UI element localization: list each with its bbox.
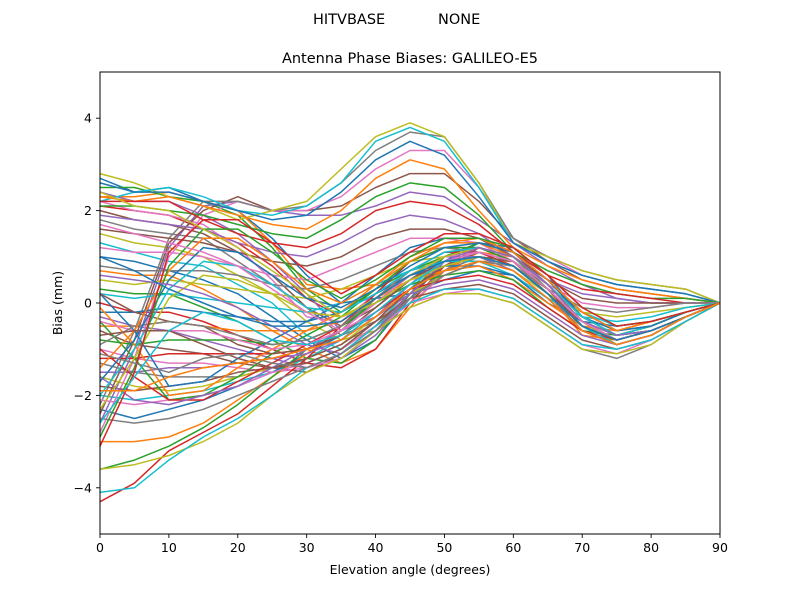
series-line-60: [99, 246, 721, 396]
series-line-62: [99, 237, 721, 369]
series-line-65: [99, 246, 721, 355]
y-axis-label: Bias (mm): [50, 271, 65, 335]
series-layer: [99, 122, 721, 503]
x-tick-label: 10: [161, 540, 177, 555]
series-line-17: [99, 260, 721, 374]
series-line-51: [99, 237, 721, 387]
x-tick-label: 90: [712, 540, 728, 555]
y-axis: −4 −2 0 2 4: [74, 111, 100, 495]
y-tick-label: −4: [74, 480, 92, 495]
x-axis: 0 10 20 30 40 50 60 70 80 90: [96, 534, 728, 555]
series-line-36: [99, 228, 720, 304]
y-tick-label: −2: [74, 388, 92, 403]
figure-suptitle-right: NONE: [438, 12, 480, 28]
series-line-61: [99, 242, 721, 382]
figure-suptitle-left: HITVBASE: [313, 12, 385, 28]
series-line-32: [99, 159, 721, 304]
series-line-64: [99, 219, 721, 447]
x-tick-label: 80: [643, 540, 659, 555]
series-line-31: [99, 140, 721, 304]
y-tick-label: 2: [84, 203, 92, 218]
series-line-71: [99, 256, 721, 341]
x-tick-label: 50: [436, 540, 452, 555]
x-tick-label: 40: [368, 540, 384, 555]
y-tick-label: 0: [84, 296, 92, 311]
series-line-54: [99, 251, 721, 401]
y-tick-label: 4: [84, 111, 92, 126]
series-line-72: [100, 260, 721, 392]
x-tick-label: 0: [96, 540, 104, 555]
series-line-50: [99, 288, 721, 494]
series-line-48: [99, 293, 721, 424]
series-line-49: [99, 293, 721, 471]
x-tick-label: 20: [230, 540, 246, 555]
x-tick-label: 70: [574, 540, 590, 555]
series-line-37: [99, 237, 720, 309]
x-axis-label: Elevation angle (degrees): [330, 562, 491, 577]
series-line-68: [99, 260, 721, 374]
x-tick-label: 30: [299, 540, 315, 555]
chart-title: Antenna Phase Biases: GALILEO-E5: [282, 51, 538, 67]
x-tick-label: 60: [505, 540, 521, 555]
